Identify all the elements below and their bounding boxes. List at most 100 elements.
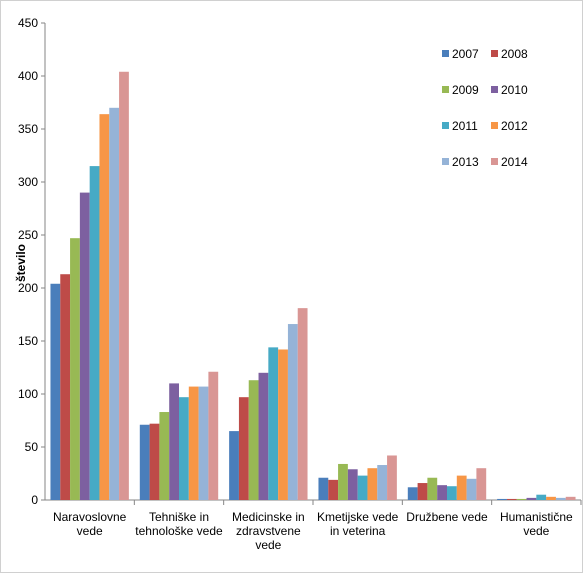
legend-swatch — [442, 86, 449, 93]
legend-swatch — [442, 122, 449, 129]
bar-2014 — [297, 308, 308, 500]
category-label-line: Humanistične — [500, 510, 573, 524]
bar-2007 — [229, 431, 239, 500]
y-tick-label: 200 — [18, 281, 38, 295]
legend-swatch — [491, 122, 498, 129]
legend-label: 2010 — [501, 83, 528, 97]
bar-2009 — [248, 380, 259, 500]
category-label-line: vede — [523, 524, 549, 538]
legend-swatch — [442, 158, 449, 165]
bar-2008 — [328, 479, 339, 500]
bar-2009 — [159, 412, 170, 500]
bar-2008 — [238, 397, 249, 500]
bar-2013 — [198, 386, 209, 500]
bar-2013 — [109, 107, 120, 501]
bar-2007 — [407, 487, 418, 500]
bar-2012 — [546, 496, 556, 500]
bar-2010 — [437, 485, 447, 500]
bar-2011 — [179, 397, 189, 500]
category-label-line: in veterina — [330, 524, 386, 538]
bar-2014 — [387, 455, 397, 500]
legend-swatch — [491, 50, 498, 57]
bar-2014 — [476, 468, 487, 500]
category-label: Kmetijske vede in veterina — [317, 510, 399, 538]
legend-label: 2014 — [501, 155, 528, 169]
bar-2007 — [50, 283, 61, 500]
y-tick-label: 150 — [18, 334, 38, 348]
legend-swatch — [491, 86, 498, 93]
legend-item-2008: 2008 — [491, 47, 528, 61]
y-tick-label: 350 — [18, 122, 38, 136]
bar-2010 — [169, 383, 179, 500]
bar-2013 — [287, 324, 298, 500]
y-axis-label: število — [14, 244, 28, 282]
category-label-line: vede — [255, 538, 281, 552]
legend-label: 2012 — [501, 119, 528, 133]
legend-swatch — [491, 158, 498, 165]
y-tick-label: 400 — [18, 69, 38, 83]
bar-2013 — [377, 465, 388, 500]
legend: 2007 2008 2009 2010 2011 2012 2013 2014 — [442, 47, 528, 169]
y-tick-label: 250 — [18, 228, 38, 242]
category-label-line: tehnološke vede — [135, 524, 223, 538]
y-tick-label: 0 — [31, 493, 38, 507]
legend-item-2009: 2009 — [442, 83, 479, 97]
legend-item-2012: 2012 — [491, 119, 528, 133]
bar-2011 — [268, 347, 279, 500]
legend-label: 2013 — [452, 155, 479, 169]
bar-2012 — [188, 386, 199, 500]
bar-2009 — [427, 477, 438, 500]
bar-2009 — [70, 238, 80, 500]
y-axis-ticks: 0 50 100 150 200 250 300 350 400 450 — [18, 16, 45, 507]
bar-2010 — [526, 497, 537, 500]
bar-2012 — [367, 468, 378, 500]
legend-label: 2007 — [452, 47, 479, 61]
category-label-line: Družbene vede — [406, 510, 488, 524]
category-labels: Naravoslovne vede Tehniške in tehnološke ve… — [53, 510, 573, 552]
bar-2014 — [565, 496, 576, 500]
legend-item-2014: 2014 — [491, 155, 528, 169]
bar-2007 — [139, 424, 150, 500]
category-label-line: vede — [77, 524, 103, 538]
bar-2014 — [119, 71, 129, 500]
bar-2012 — [278, 349, 288, 500]
category-label: Humanistične vede — [500, 510, 573, 538]
bar-2011 — [447, 486, 457, 500]
bar-2013 — [466, 478, 477, 500]
bar-2010 — [258, 372, 269, 500]
axes — [44, 23, 582, 505]
bar-2012 — [99, 114, 110, 500]
category-label-line: zdravstvene — [236, 524, 301, 538]
legend-label: 2009 — [452, 83, 479, 97]
bar-2008 — [149, 423, 160, 500]
bar-2010 — [347, 469, 358, 500]
bar-2007 — [318, 477, 329, 500]
category-label: Medicinske in zdravstvene vede — [232, 510, 305, 552]
legend-item-2010: 2010 — [491, 83, 528, 97]
y-tick-label: 450 — [18, 16, 38, 30]
bar-2008 — [417, 483, 428, 500]
bar-2012 — [456, 475, 467, 500]
y-tick-label: 100 — [18, 387, 38, 401]
y-tick-label: 300 — [18, 175, 38, 189]
category-label-line: Medicinske in — [232, 510, 305, 524]
legend-item-2013: 2013 — [442, 155, 479, 169]
legend-swatch — [442, 50, 449, 57]
bar-2013 — [555, 497, 566, 500]
legend-label: 2011 — [452, 119, 478, 133]
bar-2007 — [497, 498, 507, 500]
legend-item-2011: 2011 — [442, 119, 478, 133]
category-label-line: Tehniške in — [149, 510, 209, 524]
legend-item-2007: 2007 — [442, 47, 479, 61]
category-label-line: Kmetijske vede — [317, 510, 399, 524]
category-label: Tehniške in tehnološke vede — [135, 510, 223, 538]
category-label: Naravoslovne vede — [53, 510, 127, 538]
bar-2008 — [60, 274, 71, 500]
y-tick-label: 50 — [25, 440, 39, 454]
bar-2011 — [89, 166, 100, 500]
bar-2008 — [506, 498, 517, 500]
bar-2011 — [536, 494, 547, 500]
bar-2014 — [208, 371, 219, 500]
